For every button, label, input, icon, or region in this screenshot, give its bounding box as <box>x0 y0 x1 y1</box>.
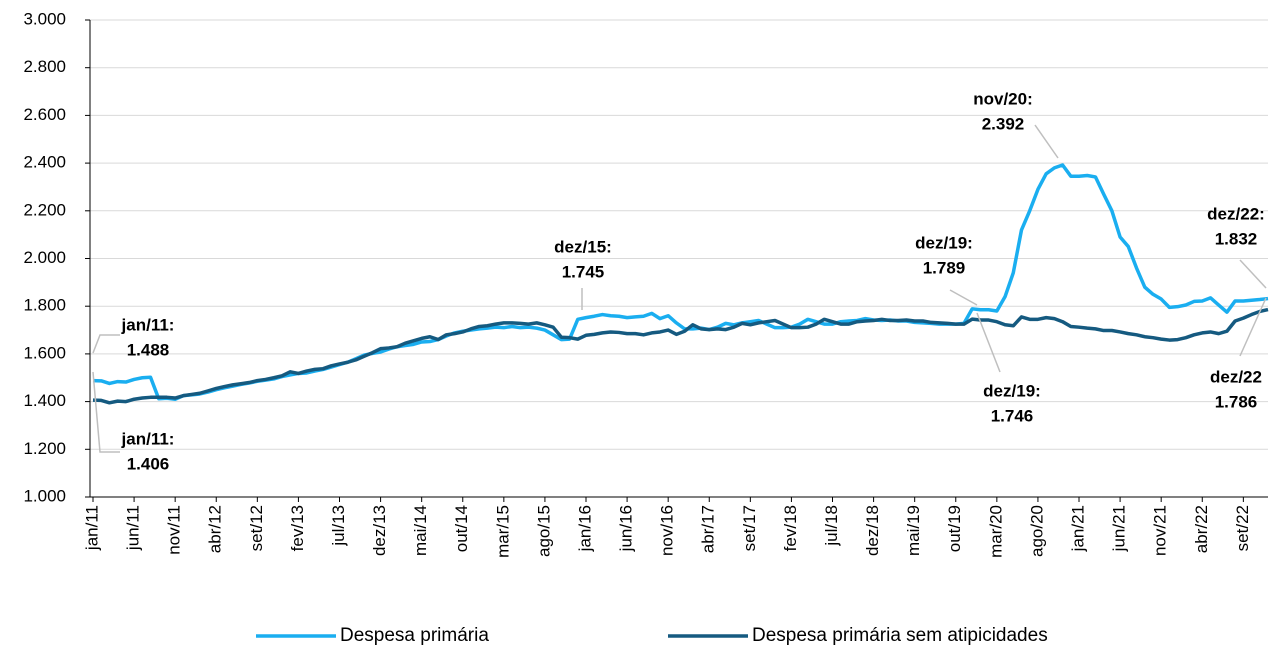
annotation-text: 1.789 <box>923 258 966 277</box>
annotation-text: jan/11: <box>121 315 175 334</box>
x-tick-label: set/12 <box>247 505 266 551</box>
annotation-leader <box>92 371 120 453</box>
annotation-leader <box>976 312 1001 373</box>
x-tick-label: jan/16 <box>575 505 594 552</box>
annotation-text: 1.488 <box>127 340 170 359</box>
y-tick-label: 1.400 <box>23 391 66 410</box>
x-tick-label: mar/15 <box>493 505 512 558</box>
x-tick-label: jan/21 <box>1068 505 1087 552</box>
y-tick-label: 2.400 <box>23 153 66 172</box>
y-tick-label: 2.600 <box>23 105 66 124</box>
x-tick-label: dez/18 <box>863 505 882 556</box>
x-tick-label: set/22 <box>1233 505 1252 551</box>
annotation-text: dez/19: <box>915 233 973 252</box>
x-tick-label: mar/20 <box>986 505 1005 558</box>
legend-label: Despesa primária sem atipicidades <box>752 625 1048 646</box>
y-tick-label: 1.200 <box>23 439 66 458</box>
x-tick-label: out/19 <box>945 505 964 552</box>
annotation-text: 1.746 <box>991 406 1034 425</box>
annotation-leader <box>1239 259 1267 289</box>
x-tick-label: jun/11 <box>124 505 143 551</box>
annotation-leader <box>92 334 120 354</box>
x-tick-label: abr/12 <box>206 505 225 553</box>
x-tick-label: jun/21 <box>1110 505 1129 552</box>
y-tick-label: 1.600 <box>23 343 66 362</box>
annotation-leader <box>1034 124 1059 159</box>
y-tick-label: 2.000 <box>23 248 66 267</box>
y-tick-label: 1.000 <box>23 486 66 505</box>
x-tick-label: set/17 <box>740 505 759 551</box>
legend-label: Despesa primária <box>340 625 489 646</box>
y-tick-label: 2.200 <box>23 200 66 219</box>
x-tick-label: nov/16 <box>658 505 677 556</box>
annotation-leader <box>1239 297 1267 357</box>
annotation-text: 2.392 <box>982 114 1025 133</box>
annotation-text: 1.832 <box>1215 229 1258 248</box>
annotation-text: dez/22: <box>1207 204 1265 223</box>
x-tick-label: dez/13 <box>370 505 389 556</box>
y-tick-label: 2.800 <box>23 57 66 76</box>
x-tick-label: mai/19 <box>904 505 923 556</box>
series-line <box>92 307 1269 405</box>
annotation-text: dez/22 <box>1210 367 1262 386</box>
x-tick-label: abr/22 <box>1192 505 1211 553</box>
y-tick-label: 1.800 <box>23 296 66 315</box>
annotation-text: nov/20: <box>973 89 1033 108</box>
x-tick-label: nov/11 <box>165 505 184 555</box>
annotation-text: 1.786 <box>1215 392 1258 411</box>
x-tick-label: nov/21 <box>1151 505 1170 556</box>
x-tick-label: fev/18 <box>781 505 800 551</box>
annotation-text: jan/11: <box>121 429 175 448</box>
x-tick-label: jul/18 <box>822 505 841 547</box>
x-tick-label: ago/15 <box>534 505 553 557</box>
annotation-text: 1.745 <box>562 262 605 281</box>
x-tick-label: abr/17 <box>699 505 718 553</box>
x-tick-label: fev/13 <box>288 505 307 551</box>
annotation-text: 1.406 <box>127 454 170 473</box>
annotation-leader <box>949 289 978 306</box>
x-tick-label: mai/14 <box>411 505 430 556</box>
x-tick-label: jul/13 <box>329 505 348 547</box>
series-line <box>92 163 1269 401</box>
y-tick-label: 3.000 <box>23 9 66 28</box>
x-tick-label: out/14 <box>452 505 471 552</box>
x-tick-label: jan/11 <box>82 505 101 551</box>
x-tick-label: ago/20 <box>1027 505 1046 557</box>
annotation-text: dez/15: <box>554 237 612 256</box>
annotation-text: dez/19: <box>983 381 1041 400</box>
x-tick-label: jun/16 <box>617 505 636 552</box>
